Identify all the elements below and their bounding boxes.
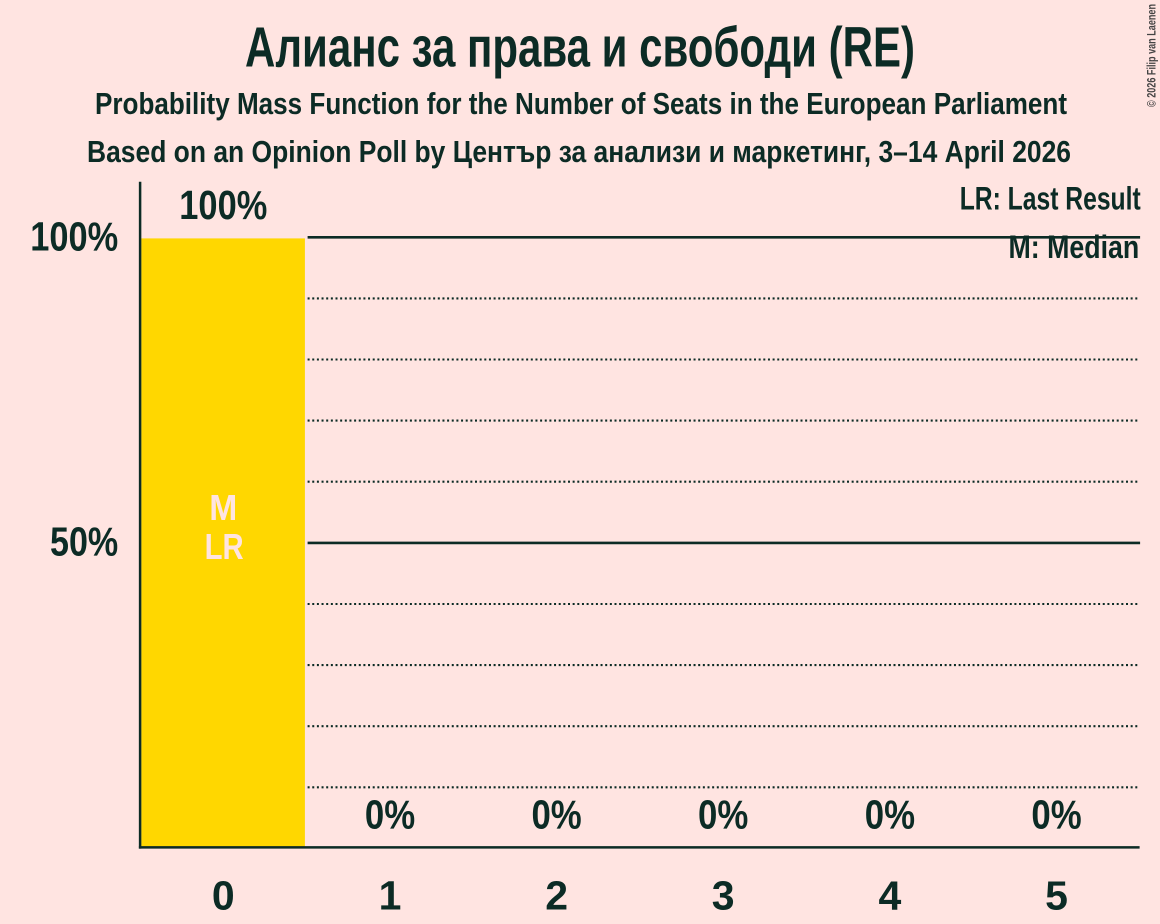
svg-text:Алианс за права и свободи (RE): Алианс за права и свободи (RE) — [245, 16, 915, 80]
svg-text:50%: 50% — [50, 518, 118, 564]
svg-text:M: M — [209, 487, 237, 528]
svg-text:Based on an Opinion Poll by Це: Based on an Opinion Poll by Център за ан… — [87, 134, 1071, 169]
svg-text:0%: 0% — [865, 792, 915, 838]
svg-text:0%: 0% — [698, 792, 748, 838]
svg-text:© 2026 Filip van Laenen: © 2026 Filip van Laenen — [1147, 4, 1159, 107]
svg-text:100%: 100% — [30, 213, 118, 259]
svg-text:Probability Mass Function for: Probability Mass Function for the Number… — [95, 86, 1067, 121]
svg-text:LR: LR — [205, 526, 244, 567]
svg-text:M: Median: M: Median — [1009, 229, 1140, 265]
svg-text:0: 0 — [212, 873, 235, 919]
svg-text:100%: 100% — [179, 182, 267, 228]
svg-text:1: 1 — [379, 873, 402, 919]
svg-text:2: 2 — [545, 873, 568, 919]
svg-text:4: 4 — [878, 873, 901, 919]
svg-text:LR: Last Result: LR: Last Result — [960, 181, 1141, 217]
svg-text:5: 5 — [1045, 873, 1068, 919]
svg-text:3: 3 — [712, 873, 735, 919]
svg-text:0%: 0% — [1031, 792, 1081, 838]
svg-text:0%: 0% — [531, 792, 581, 838]
svg-text:0%: 0% — [365, 792, 415, 838]
